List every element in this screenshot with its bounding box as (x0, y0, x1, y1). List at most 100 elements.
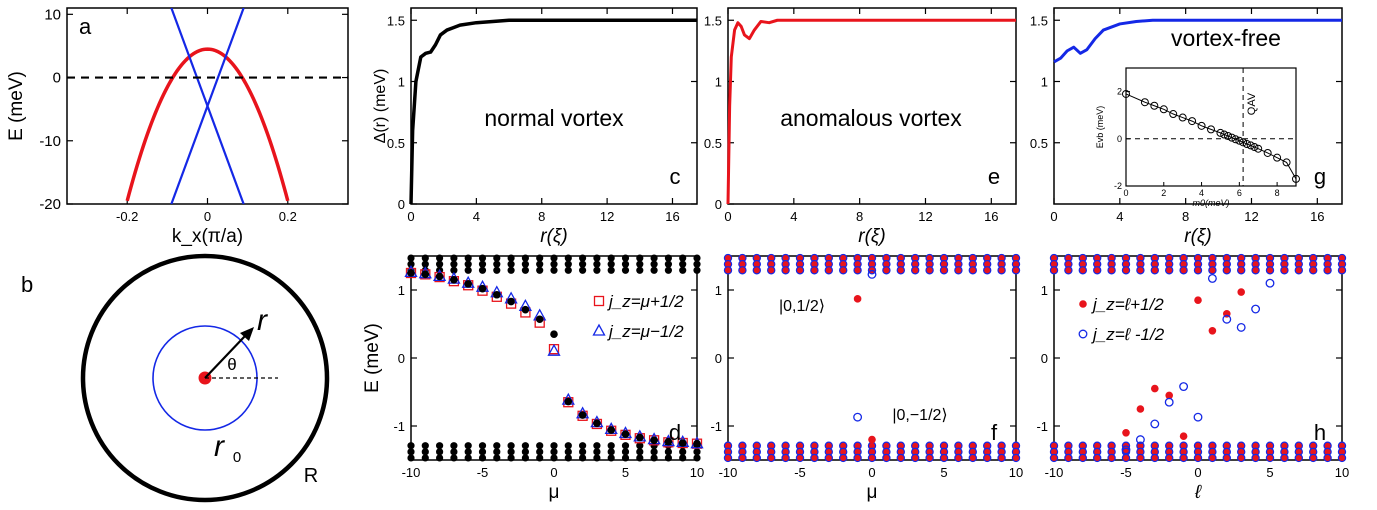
band-point (636, 448, 644, 456)
x-tick-label: -10 (402, 465, 421, 480)
band-point (1092, 266, 1102, 275)
r0-label: r (214, 430, 225, 463)
band-point (507, 254, 515, 262)
point-open-circle (1121, 445, 1131, 455)
inset-point (1188, 117, 1197, 126)
band-point (593, 266, 601, 274)
y-tick-label: -10 (39, 133, 61, 150)
x-tick-label: 4 (790, 209, 797, 224)
band-point (507, 448, 515, 456)
panel-e: 0 4 8 12 16 0 0.5 1 1.5 e r(ξ) anomalous vortex (704, 7, 1017, 247)
inset-x-tick-label: 6 (1237, 188, 1242, 198)
band-point (781, 266, 790, 275)
point-filled-circle (435, 272, 444, 281)
band-point (1011, 266, 1021, 275)
annotation-text: normal vortex (484, 105, 624, 131)
point-filled-circle (1079, 300, 1087, 308)
y-tick-label: -1 (393, 419, 405, 434)
band-point (636, 266, 644, 274)
band-point (853, 266, 862, 275)
band-point (1280, 266, 1289, 275)
band-point (664, 266, 673, 274)
band-point (1078, 453, 1088, 463)
inset-point (1224, 131, 1232, 140)
x-axis-label: r(ξ) (1184, 226, 1211, 247)
plot-area (67, 8, 348, 204)
band-point (693, 266, 701, 274)
band-point (464, 266, 472, 274)
y-tick-label: 0 (715, 351, 722, 366)
band-point (564, 260, 572, 268)
x-tick-label: 12 (918, 209, 932, 224)
band-point (664, 254, 673, 262)
point-filled-circle (607, 426, 615, 434)
r-label: r (257, 304, 268, 337)
theta-label: θ (227, 355, 236, 374)
inset-annotation: QAV (1246, 92, 1258, 115)
band-point (1222, 453, 1232, 463)
band-point (650, 254, 658, 262)
band-point (550, 448, 558, 456)
x-tick-label: 5 (940, 465, 947, 480)
band-point (564, 266, 572, 274)
y-tick-label: 0 (715, 197, 722, 212)
point-filled-circle (521, 305, 530, 314)
point-filled-circle (1194, 296, 1202, 305)
point-filled-circle (1151, 384, 1159, 393)
band-point (464, 260, 472, 268)
band-point (1280, 453, 1289, 463)
point-filled-circle (853, 295, 862, 303)
x-tick-label: 16 (665, 209, 679, 224)
series-blue-line (170, 8, 245, 204)
point-open-square (648, 435, 660, 446)
point-filled-circle (407, 269, 415, 277)
x-tick-label: 0 (1050, 209, 1057, 224)
band-point (1193, 266, 1203, 275)
series-blue-line (1053, 18, 1342, 64)
band-point (1078, 266, 1088, 275)
band-point (939, 453, 949, 463)
band-point (507, 266, 515, 274)
band-point (607, 448, 615, 456)
band-point (752, 266, 762, 275)
annotation-text: vortex-free (1171, 25, 1281, 51)
inset-frame (1125, 67, 1297, 187)
band-point (1121, 453, 1131, 463)
band-point (824, 266, 834, 275)
band-point (1251, 453, 1260, 463)
band-point (421, 442, 429, 450)
band-point (579, 266, 587, 274)
y-tick-label: 0 (398, 351, 405, 366)
panel-label: b (21, 272, 33, 297)
band-point (450, 448, 458, 456)
band-point (1236, 453, 1246, 463)
y-tick-label: 1 (1041, 75, 1048, 90)
band-point (564, 448, 572, 456)
band-point (693, 454, 701, 462)
inset-x-tick-label: 4 (1199, 188, 1204, 198)
x-tick-label: 0 (1194, 465, 1201, 480)
band-point (407, 448, 415, 456)
band-point (550, 254, 558, 262)
band-point (450, 254, 458, 262)
inset-point (1292, 174, 1300, 183)
point-open-circle (1193, 412, 1203, 422)
inset-point (1216, 128, 1225, 137)
plot-frame (1053, 7, 1343, 205)
inset-point (1220, 130, 1229, 139)
band-point (693, 448, 701, 456)
x-tick-label: 0 (550, 465, 557, 480)
inset-point (1122, 89, 1130, 98)
point-filled-circle (1208, 327, 1217, 335)
band-point (1337, 266, 1347, 275)
band-point (507, 442, 515, 450)
state-annotation: |0,1/2⟩ (779, 298, 825, 315)
band-point (579, 448, 587, 456)
point-filled-circle (478, 284, 487, 293)
band-point (521, 254, 530, 262)
state-annotation: |0,−1/2⟩ (892, 407, 947, 424)
x-axis-label: r(ξ) (858, 226, 885, 247)
band-point (507, 454, 515, 462)
band-point (593, 454, 601, 462)
